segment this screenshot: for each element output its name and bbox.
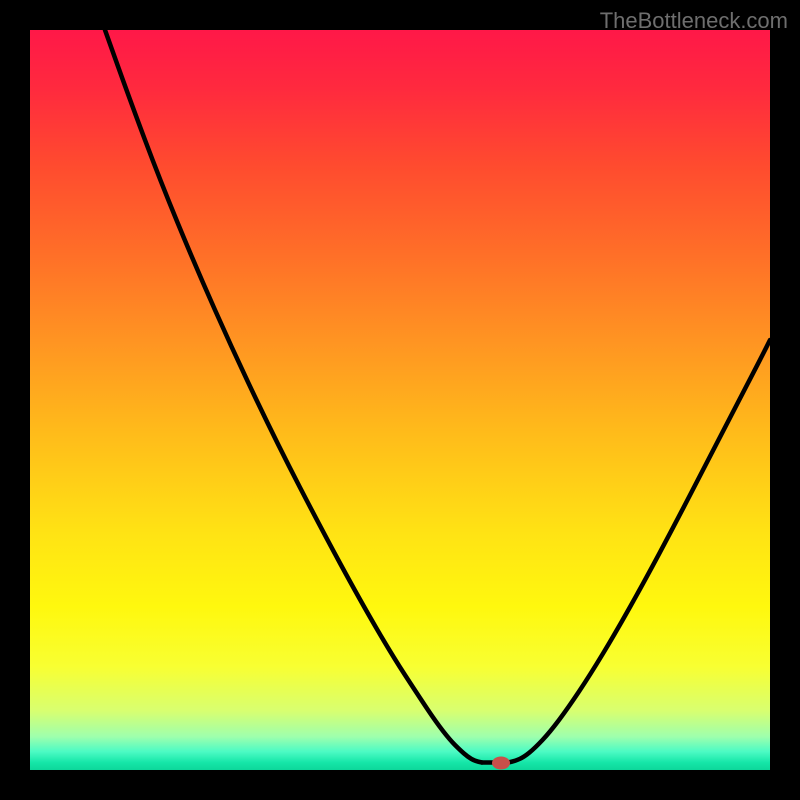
- chart-background: [30, 30, 770, 770]
- watermark-text: TheBottleneck.com: [600, 8, 788, 34]
- optimal-point-marker: [492, 757, 510, 770]
- bottleneck-chart: [30, 30, 770, 770]
